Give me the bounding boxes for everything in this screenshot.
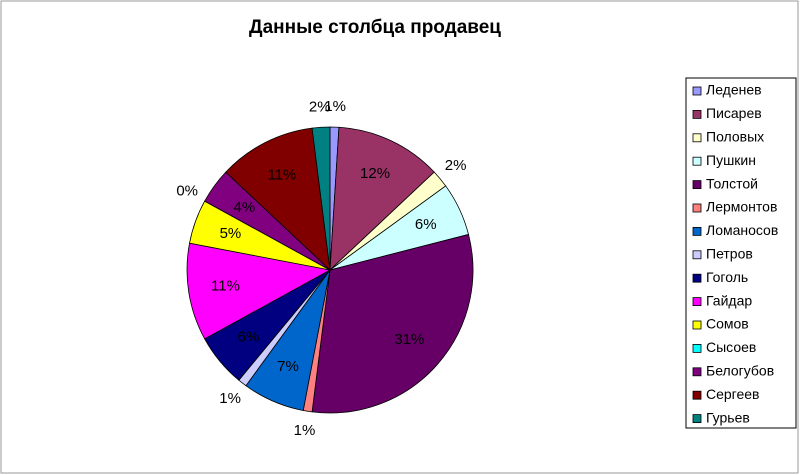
legend-label: Сергеев xyxy=(706,386,760,402)
data-label: 4% xyxy=(234,199,256,216)
legend-swatch xyxy=(692,226,702,236)
legend-swatch xyxy=(692,86,702,96)
legend-label: Гайдар xyxy=(706,292,752,308)
data-label: 5% xyxy=(220,225,242,242)
data-label: 2% xyxy=(309,98,331,115)
pie-slice xyxy=(311,126,331,271)
data-label: 12% xyxy=(360,165,390,182)
legend-swatch xyxy=(692,110,702,119)
data-label: 1% xyxy=(294,422,316,439)
legend-label: Петров xyxy=(706,246,753,262)
legend-label: Лермонтов xyxy=(706,199,777,215)
data-label: 11% xyxy=(211,278,240,295)
legend-swatch xyxy=(692,133,702,143)
data-label: 7% xyxy=(277,358,299,375)
pie-slice xyxy=(186,242,332,340)
legend-label: Сомов xyxy=(706,316,749,332)
data-label: 2% xyxy=(445,157,467,174)
legend-label: Сысоев xyxy=(706,339,756,355)
legend-label: Белогубов xyxy=(706,363,774,379)
data-label: 1% xyxy=(219,390,241,407)
pie-slice xyxy=(225,127,331,272)
legend-swatch xyxy=(692,414,702,424)
legend-label: Леденев xyxy=(706,82,762,98)
chart-title: Данные столбца продавец xyxy=(249,17,501,38)
data-label: 0% xyxy=(176,182,198,199)
data-label: 31% xyxy=(394,331,424,348)
legend-swatch xyxy=(692,343,702,353)
data-label: 6% xyxy=(415,216,437,233)
legend-swatch xyxy=(692,297,702,307)
legend-label: Гоголь xyxy=(706,269,748,285)
legend-swatch xyxy=(692,180,702,190)
data-label: 11% xyxy=(267,167,296,184)
legend-label: Половых xyxy=(706,129,764,145)
legend-swatch xyxy=(692,320,702,330)
legend-swatch xyxy=(692,203,702,213)
legend-swatch xyxy=(692,390,702,400)
legend xyxy=(685,77,797,429)
legend-swatch xyxy=(692,156,702,166)
legend-swatch xyxy=(692,250,702,260)
pie-slice xyxy=(329,126,435,271)
legend-label: Ломаносов xyxy=(706,222,778,238)
legend-label: Гурьев xyxy=(706,409,750,425)
legend-swatch xyxy=(692,273,702,283)
data-label: 1% xyxy=(324,98,346,115)
pie-slice xyxy=(311,233,474,414)
data-label: 6% xyxy=(238,328,260,345)
legend-label: Писарев xyxy=(706,105,762,121)
legend-swatch xyxy=(692,367,702,377)
legend-label: Пушкин xyxy=(706,152,756,168)
legend-label: Толстой xyxy=(706,175,758,191)
